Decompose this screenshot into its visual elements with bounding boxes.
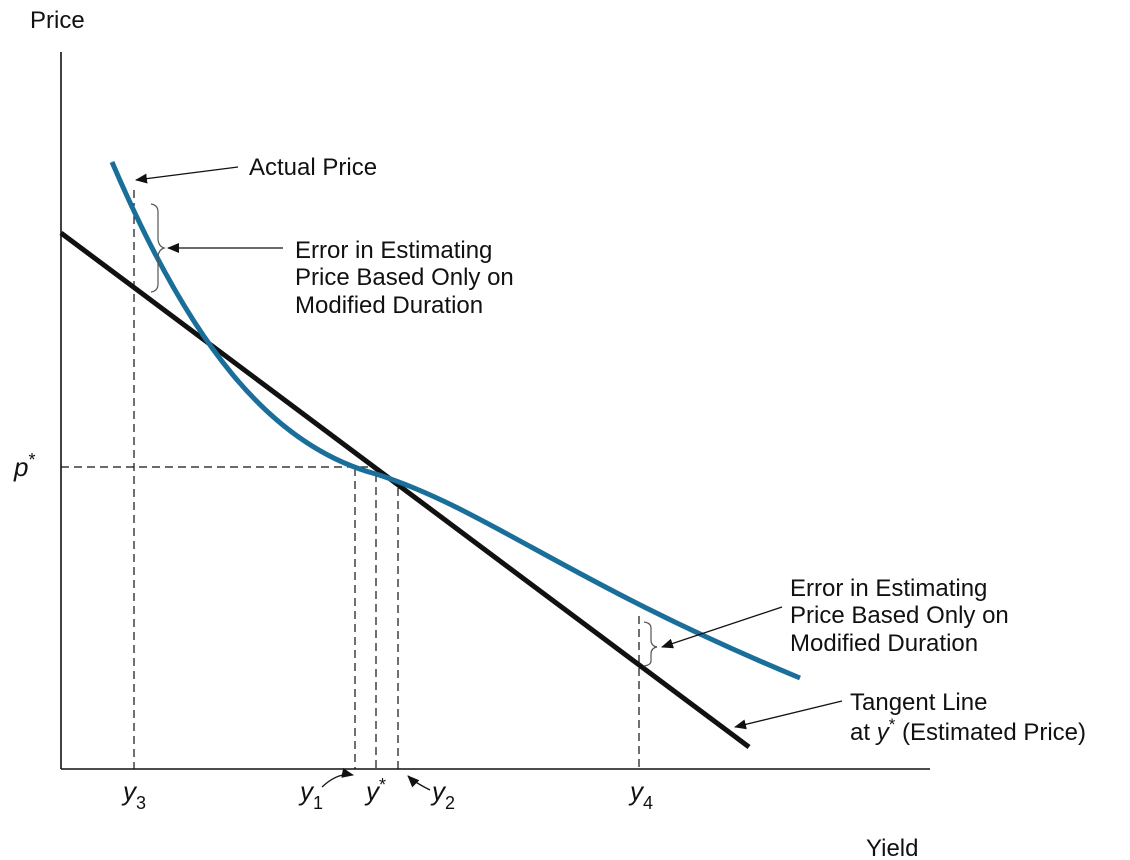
y1-arrow xyxy=(321,767,354,788)
y2-arrow xyxy=(407,775,431,791)
upper-error-label-line-1: Error in Estimating xyxy=(295,237,492,264)
y4-sub: 4 xyxy=(643,793,653,813)
pstar-sup: * xyxy=(28,450,35,470)
upper-error-brace xyxy=(150,203,166,293)
lower-error-brace xyxy=(643,621,658,667)
tangent-line-label-line-1: Tangent Line xyxy=(850,689,987,716)
y3-label: y3 xyxy=(121,776,146,813)
tangent-line-label-sup: * xyxy=(889,715,896,734)
y1-label: y1 xyxy=(298,776,323,813)
lower-error-label-line-2: Price Based Only on xyxy=(790,602,1009,629)
price-axis-label: Price xyxy=(30,7,85,34)
ystar-symbol: y xyxy=(364,776,381,806)
y4-symbol: y xyxy=(628,776,645,806)
pstar-label: p* xyxy=(13,450,35,482)
y3-sub: 3 xyxy=(136,793,146,813)
tangent-line-label-symbol: y xyxy=(875,719,891,746)
actual-price-label: Actual Price xyxy=(249,154,377,181)
tangent-line-arrow xyxy=(734,700,843,730)
y2-label: y2 xyxy=(430,776,455,813)
y1-symbol: y xyxy=(298,776,315,806)
tangent-line-label-suffix: (Estimated Price) xyxy=(895,719,1086,746)
pstar-symbol: p xyxy=(13,452,28,482)
lower-error-label-line-1: Error in Estimating xyxy=(790,575,987,602)
y4-label: y4 xyxy=(628,776,653,813)
ystar-label: y* xyxy=(364,775,386,806)
tangent-line xyxy=(59,230,751,750)
y1-sub: 1 xyxy=(313,793,323,813)
tangent-line-label-line-2: at y* (Estimated Price) xyxy=(850,715,1086,746)
actual-price-arrow xyxy=(135,166,239,184)
y2-symbol: y xyxy=(430,776,447,806)
upper-error-label-line-3: Modified Duration xyxy=(295,292,483,319)
actual-price-curve xyxy=(109,161,801,681)
y2-sub: 2 xyxy=(445,793,455,813)
y3-symbol: y xyxy=(121,776,138,806)
ystar-sup: * xyxy=(379,775,386,795)
tangent-line-label-prefix: at xyxy=(850,719,877,746)
lower-error-arrow xyxy=(661,606,783,649)
yield-axis-label: Yield xyxy=(866,835,918,860)
upper-error-label-line-2: Price Based Only on xyxy=(295,264,514,291)
lower-error-label-line-3: Modified Duration xyxy=(790,630,978,657)
